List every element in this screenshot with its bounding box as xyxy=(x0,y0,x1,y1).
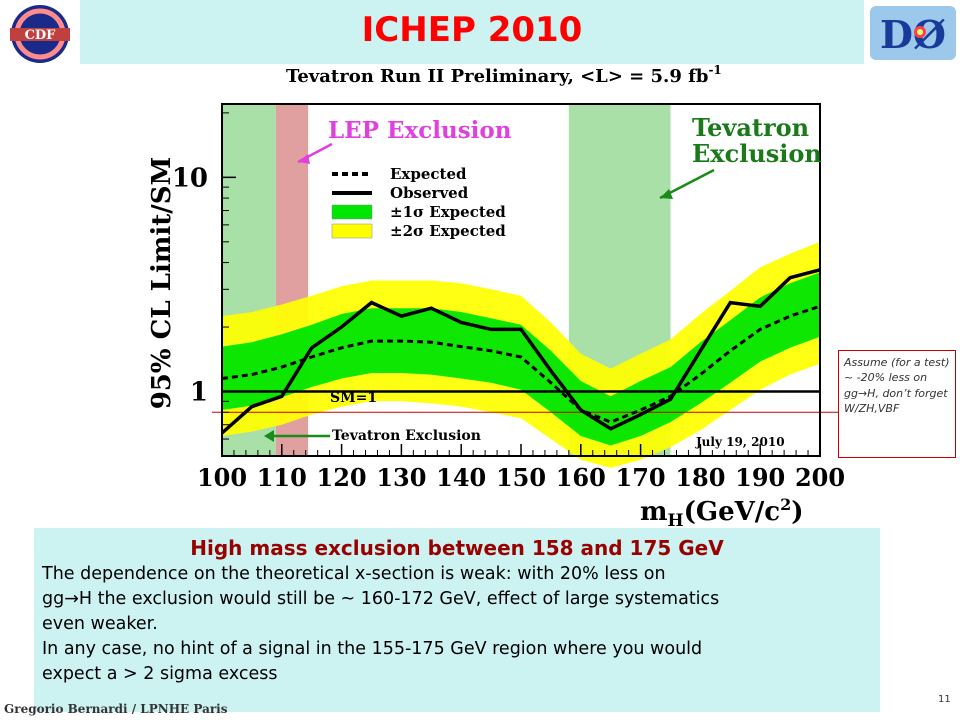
x-axis-label-unit-sup: 2 xyxy=(780,495,791,514)
chart-title: Tevatron Run II Preliminary, <L> = 5.9 f… xyxy=(286,63,722,87)
tevatron-bottom-arrow-head xyxy=(264,430,274,442)
legend-1sigma-swatch xyxy=(331,204,373,220)
y-axis-label: 95% CL Limit/SM xyxy=(147,157,177,410)
d0-logo: DØ xyxy=(868,2,958,64)
date-label: July 19, 2010 xyxy=(695,435,785,449)
x-tick-label-0: 100 xyxy=(197,463,247,492)
tevatron-exclusion-label-2: Exclusion xyxy=(692,139,822,168)
x-tick-label-7: 170 xyxy=(616,463,666,492)
expected-line xyxy=(221,304,821,424)
summary-line-2: gg→H the exclusion would still be ~ 160-… xyxy=(42,589,720,609)
summary-box: High mass exclusion between 158 and 175 … xyxy=(34,528,880,712)
tevatron-exclusion-bottom-label: Tevatron Exclusion xyxy=(332,428,481,444)
legend-2sigma-swatch xyxy=(331,223,373,239)
x-tick-label-9: 190 xyxy=(735,463,785,492)
x-tick-label-6: 160 xyxy=(556,463,606,492)
sm-label: SM=1 xyxy=(330,390,377,406)
author-footer: Gregorio Bernardi / LPNHE Paris xyxy=(4,702,228,716)
legend-label-3: ±2σ Expected xyxy=(390,222,506,240)
x-tick-label-2: 120 xyxy=(317,463,367,492)
x-axis-label: mH(GeV/c2) xyxy=(640,495,804,528)
lep-exclusion-label: LEP Exclusion xyxy=(328,117,512,144)
x-tick-label-3: 130 xyxy=(376,463,426,492)
legend-label-0: Expected xyxy=(390,165,467,183)
cdf-logo-text: CDF xyxy=(25,28,57,43)
lep-arrow-head xyxy=(298,154,310,164)
summary-line-5: expect a > 2 sigma excess xyxy=(42,664,278,684)
d0-logo-text: DØ xyxy=(880,12,946,57)
x-axis-label-sub: H xyxy=(668,511,684,528)
one-sigma-band xyxy=(222,272,820,446)
slide-title: ICHEP 2010 xyxy=(361,10,583,50)
legend-label-2: ±1σ Expected xyxy=(390,203,506,221)
summary-line-4: In any case, no hint of a signal in the … xyxy=(42,639,703,659)
x-tick-label-5: 150 xyxy=(496,463,546,492)
cdf-logo: CDF xyxy=(4,2,76,66)
x-tick-label-10: 200 xyxy=(795,463,845,492)
x-axis-label-unit-end: ) xyxy=(791,497,803,527)
x-tick-label-4: 140 xyxy=(436,463,486,492)
summary-line-1: The dependence on the theoretical x-sect… xyxy=(42,564,666,584)
tevatron-exclusion-label-1: Tevatron xyxy=(692,113,809,142)
page-number: 11 xyxy=(938,694,951,705)
x-tick-label-1: 110 xyxy=(257,463,307,492)
assumption-note: Assume (for a test) ~ -20% less on gg→H,… xyxy=(838,350,956,458)
y-tick-label-0: 10 xyxy=(172,163,208,193)
legend-label-1: Observed xyxy=(390,184,469,202)
chart-plot-group: 100 110 120 130 140 150 160 170 180 190 200 10 1 Teva… xyxy=(147,63,845,528)
y-tick-label-1: 1 xyxy=(190,378,208,408)
limit-chart: 100 110 120 130 140 150 160 170 180 190 200 10 1 Teva… xyxy=(147,63,845,528)
title-bar: ICHEP 2010 xyxy=(80,0,864,64)
chart-title-superscript: -1 xyxy=(708,63,721,77)
summary-line-3: even weaker. xyxy=(42,614,158,634)
summary-heading: High mass exclusion between 158 and 175 … xyxy=(190,536,724,560)
x-tick-label-8: 180 xyxy=(675,463,725,492)
observed-line xyxy=(220,268,821,435)
tevatron-arrow-head xyxy=(660,189,673,199)
x-axis-label-unit: (GeV/c xyxy=(684,497,781,527)
